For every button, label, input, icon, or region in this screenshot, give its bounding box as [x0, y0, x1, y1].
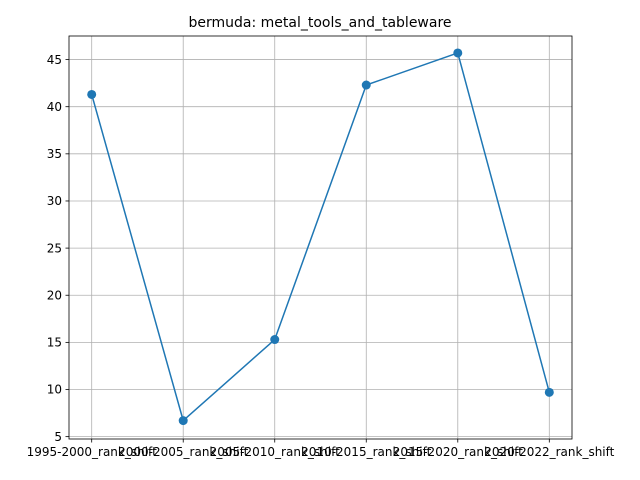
y-tick-label: 45: [47, 53, 62, 67]
plot-frame: [68, 35, 573, 440]
y-tick-label: 20: [47, 288, 62, 302]
axes: 1995-2000_rank_shift2000-2005_rank_shift…: [27, 35, 615, 459]
series-line: [90, 52, 551, 422]
y-tick-label: 5: [54, 430, 62, 444]
data-point: [453, 48, 463, 58]
data-point: [270, 335, 280, 345]
x-tick-label: 2010-2015_rank_shift: [301, 445, 431, 459]
data-point: [544, 387, 554, 397]
y-tick-label: 40: [47, 100, 62, 114]
x-tick-label: 2020-2022_rank_shift: [484, 445, 614, 459]
grid: [69, 36, 572, 439]
x-tick-label: 2015-2020_rank_shift: [393, 445, 523, 459]
x-tick-label: 1995-2000_rank_shift: [27, 445, 157, 459]
chart-title: bermuda: metal_tools_and_tableware: [188, 15, 451, 31]
data-point: [178, 416, 188, 426]
y-tick-label: 30: [47, 194, 62, 208]
data-point: [361, 80, 371, 90]
series: [87, 48, 554, 426]
y-tick-label: 10: [47, 383, 62, 397]
x-tick-label: 2005-2010_rank_shift: [210, 445, 340, 459]
y-tick-label: 25: [47, 241, 62, 255]
data-point: [87, 89, 97, 99]
y-tick-label: 15: [47, 336, 62, 350]
y-tick-label: 35: [47, 147, 62, 161]
x-tick-label: 2000-2005_rank_shift: [118, 445, 248, 459]
